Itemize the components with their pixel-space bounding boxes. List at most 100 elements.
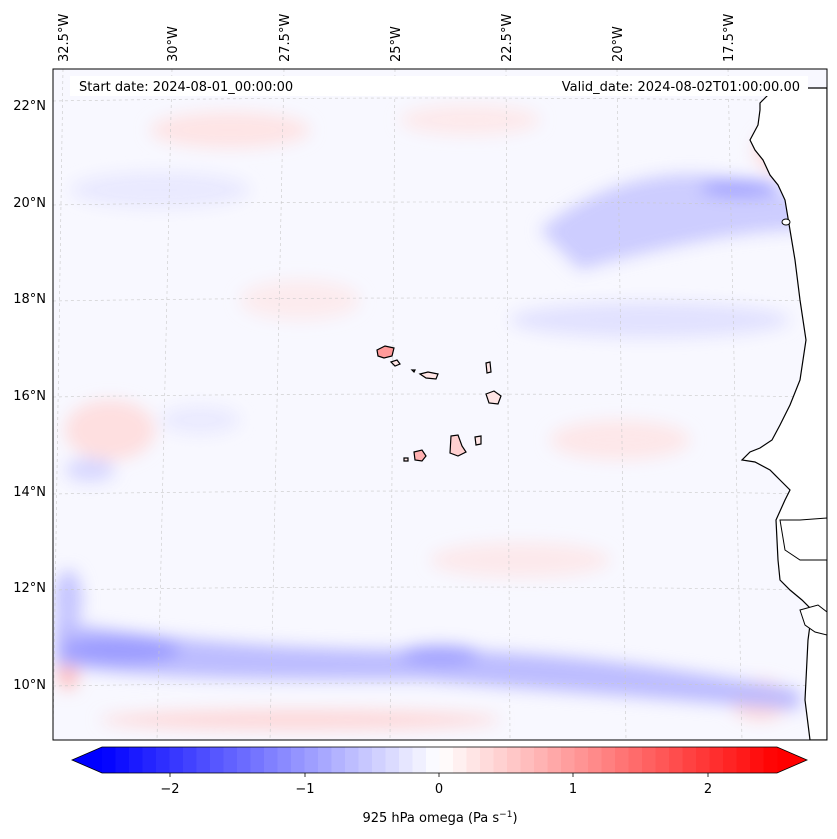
colorbar-band: [655, 747, 670, 773]
africa-landmass: [740, 87, 827, 740]
colorbar-band: [507, 747, 521, 773]
colorbar-band: [399, 747, 413, 773]
colorbar-band: [142, 747, 157, 773]
colorbar-band: [372, 747, 386, 773]
header-band: [70, 76, 808, 96]
colorbar-band: [223, 747, 238, 773]
colorbar-band: [547, 747, 562, 773]
valid-date-label: Valid_date: 2024-08-02T01:00:00.00: [562, 80, 800, 95]
colorbar-band: [736, 747, 751, 773]
colorbar-band: [291, 747, 305, 773]
colorbar-bands: [102, 747, 778, 773]
colorbar-band: [601, 747, 616, 773]
colorbar-band: [439, 747, 454, 773]
colorbar-tick-label: 1: [569, 782, 577, 797]
colorbar-band: [750, 747, 764, 773]
map-frame: [52, 68, 828, 741]
island-santiago: [449, 434, 467, 457]
lat-label: 16°N: [13, 389, 46, 404]
latitude-labels: 22°N 20°N 18°N 16°N 14°N 12°N 10°N: [13, 99, 46, 693]
coastline-africa: [740, 87, 827, 740]
colorbar-band: [196, 747, 211, 773]
colorbar-band: [426, 747, 440, 773]
colorbar-band: [453, 747, 467, 773]
colorbar-band: [615, 747, 629, 773]
island-boa-vista: [485, 390, 502, 405]
colorbar-band: [682, 747, 697, 773]
colorbar-band: [493, 747, 508, 773]
colorbar-band: [588, 747, 602, 773]
colorbar-band: [331, 747, 346, 773]
colorbar-tick-label: 2: [704, 782, 712, 797]
colorbar-outline: [70, 746, 809, 774]
colorbar-band: [466, 747, 481, 773]
banc-arguin-island: [781, 218, 791, 226]
colorbar-band: [250, 747, 265, 773]
colorbar-band: [156, 747, 170, 773]
lon-label: 22.5°W: [500, 14, 515, 62]
colorbar-band: [534, 747, 548, 773]
colorbar-band: [237, 747, 251, 773]
start-date-label: Start date: 2024-08-01_00:00:00: [79, 80, 293, 95]
colorbar-band: [480, 747, 494, 773]
colorbar: −2 −1 0 1 2 925 hPa omega (Pa s−1): [70, 746, 809, 826]
colorbar-band: [210, 747, 224, 773]
senegal-coast: [779, 517, 827, 561]
colorbar-band: [264, 747, 278, 773]
colorbar-band: [304, 747, 319, 773]
colorbar-band: [696, 747, 710, 773]
colorbar-band: [358, 747, 373, 773]
colorbar-band: [183, 747, 197, 773]
colorbar-band: [169, 747, 184, 773]
island-sao-vicente: [389, 359, 401, 367]
colorbar-band: [115, 747, 130, 773]
graticule: [53, 69, 827, 740]
colorbar-band: [763, 747, 778, 773]
lat-label: 14°N: [13, 485, 46, 500]
colorbar-band: [129, 747, 143, 773]
island-santo-antao: [376, 345, 395, 359]
colorbar-band: [723, 747, 737, 773]
guinea-bissau-coast: [799, 604, 827, 636]
lat-label: 20°N: [13, 196, 46, 211]
colorbar-band: [561, 747, 575, 773]
colorbar-band: [102, 747, 116, 773]
cape-verde-islands: [376, 345, 502, 462]
colorbar-band: [318, 747, 332, 773]
lat-label: 22°N: [13, 99, 46, 114]
lon-label: 27.5°W: [278, 14, 293, 62]
lon-label: 32.5°W: [57, 14, 72, 62]
colorbar-title: 925 hPa omega (Pa s−1): [362, 810, 517, 826]
lat-label: 18°N: [13, 292, 46, 307]
island-santa-luzia: [410, 369, 416, 374]
island-maio: [474, 435, 482, 446]
omega-field: [54, 105, 825, 730]
longitude-labels: 32.5°W 30°W 27.5°W 25°W 22.5°W 20°W 17.5…: [57, 14, 737, 62]
lon-label: 30°W: [166, 26, 181, 62]
colorbar-tick-label: −2: [160, 782, 179, 797]
island-brava: [403, 457, 409, 462]
colorbar-band: [628, 747, 643, 773]
map-panel: [53, 69, 827, 740]
lon-label: 17.5°W: [722, 14, 737, 62]
lon-label: 20°W: [611, 26, 626, 62]
lat-label: 12°N: [13, 581, 46, 596]
island-sal: [485, 361, 492, 374]
colorbar-min-extension: [72, 747, 102, 773]
colorbar-band: [520, 747, 535, 773]
island-sao-nicolau: [418, 371, 439, 380]
colorbar-band: [412, 747, 427, 773]
colorbar-band: [709, 747, 724, 773]
island-fogo: [413, 449, 427, 462]
lat-label: 10°N: [13, 678, 46, 693]
colorbar-band: [574, 747, 589, 773]
colorbar-max-extension: [777, 747, 807, 773]
colorbar-band: [669, 747, 683, 773]
colorbar-band: [385, 747, 400, 773]
colorbar-band: [345, 747, 359, 773]
lon-label: 25°W: [389, 26, 404, 62]
colorbar-tick-label: 0: [435, 782, 443, 797]
colorbar-ticks: [169, 773, 709, 777]
colorbar-tick-label: −1: [295, 782, 314, 797]
